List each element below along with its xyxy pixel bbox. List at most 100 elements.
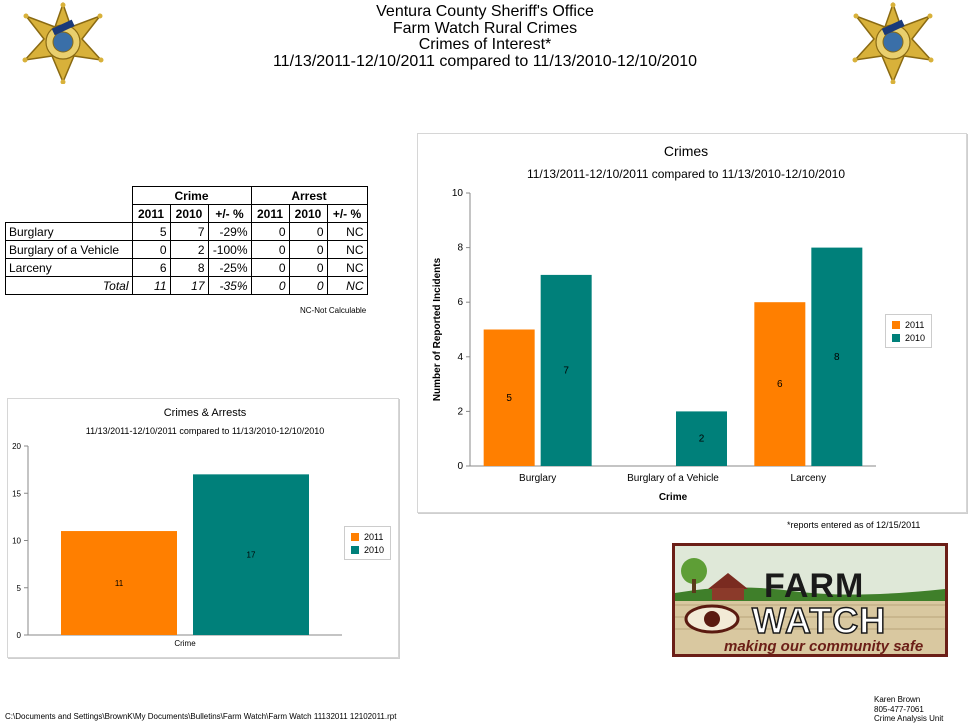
- header-program: Farm Watch Rural Crimes: [392, 19, 578, 37]
- header-date-range: 11/13/2011-12/10/2011 compared to 11/13/…: [272, 52, 698, 70]
- y-tick-label: 0: [457, 461, 463, 472]
- crimes-chart-legend: 2011 2010: [885, 314, 933, 348]
- table-cell: 0: [250, 222, 290, 241]
- x-axis-title: Crime: [174, 639, 196, 648]
- credit-name: Karen Brown: [874, 695, 921, 704]
- y-tick-label: 8: [457, 243, 463, 254]
- y-tick-label: 2: [457, 406, 463, 417]
- legend-swatch: [351, 532, 359, 541]
- crimes-arrests-bar-chart: Crimes & Arrests 11/13/2011-12/10/2011 co…: [12, 407, 342, 648]
- crimes-arrests-chart-legend: 2011 2010: [344, 526, 392, 560]
- logo-watch-text: WATCH: [752, 600, 886, 641]
- header-subject: Crimes of Interest*: [418, 36, 552, 53]
- y-tick-label: 4: [457, 352, 463, 363]
- table-cell: NC: [326, 258, 368, 277]
- table-cell: 2: [169, 240, 209, 259]
- table-column-header: +/- %: [207, 204, 252, 223]
- chart-subtitle: 11/13/2011-12/10/2011 compared to 11/13/…: [86, 426, 325, 436]
- legend-swatch: [892, 333, 900, 342]
- legend-label: 2011: [364, 531, 384, 542]
- bar-data-label: 11: [115, 579, 124, 588]
- header-agency: Ventura County Sheriff's Office: [376, 3, 594, 20]
- legend-label: 2010: [905, 332, 926, 343]
- bar-data-label: 2: [699, 434, 705, 445]
- reports-entered-note: *reports entered as of 12/15/2011: [787, 520, 921, 530]
- logo-tagline: making our community safe: [724, 638, 923, 655]
- table-group-header: Arrest: [250, 186, 368, 205]
- table-cell: 0: [288, 240, 328, 259]
- table-cell: 0: [288, 222, 328, 241]
- chart-title: Crimes: [664, 143, 708, 159]
- legend-label: 2011: [905, 319, 925, 330]
- y-tick-label: 10: [452, 188, 464, 199]
- farm-watch-logo: FARM WATCH making our community safe: [672, 543, 948, 657]
- table-total-row: Total 11 17 -35% 0 0 NC: [5, 276, 368, 295]
- chart-subtitle: 11/13/2011-12/10/2011 compared to 11/13/…: [527, 167, 845, 181]
- table-cell: 0: [131, 240, 171, 259]
- legend-item-2010: 2010: [351, 543, 384, 556]
- crime-arrest-table-wrapper: Crime Arrest 2011 2010 +/- % 2011 2010 +…: [5, 186, 368, 295]
- table-cell: 5: [131, 222, 171, 241]
- legend-item-2010: 2010: [892, 331, 925, 344]
- credit-unit: Crime Analysis Unit: [874, 714, 944, 723]
- y-tick-label: 15: [12, 489, 21, 498]
- table-cell: -35%: [207, 276, 252, 295]
- bar-data-label: 7: [563, 365, 569, 376]
- table-column-header: 2010: [169, 204, 209, 223]
- footer-file-path: C:\Documents and Settings\BrownK\My Docu…: [5, 712, 397, 721]
- bar-2010: [811, 247, 863, 466]
- table-row: Larceny 6 8 -25% 0 0 NC: [5, 258, 368, 277]
- x-category-label: Burglary of a Vehicle: [627, 473, 719, 484]
- x-category-label: Larceny: [791, 473, 827, 484]
- bar-data-label: 8: [834, 352, 840, 363]
- bar-2011: [483, 329, 535, 466]
- bar-2010: [193, 474, 309, 635]
- y-tick-label: 0: [17, 631, 22, 640]
- bar-2010: [540, 274, 592, 466]
- credit-phone: 805-477-7061: [874, 704, 924, 714]
- table-sub-header-row: 2011 2010 +/- % 2011 2010 +/- %: [6, 204, 368, 223]
- table-cell: NC: [326, 222, 368, 241]
- crimes-chart-panel: Crimes 11/13/2011-12/10/2011 compared to …: [417, 133, 967, 513]
- bar-2011: [754, 302, 806, 466]
- crime-arrest-table: Crime Arrest 2011 2010 +/- % 2011 2010 +…: [5, 186, 368, 295]
- legend-item-2011: 2011: [892, 318, 925, 331]
- table-cell: NC: [326, 276, 368, 295]
- legend-swatch: [351, 545, 359, 554]
- table-cell: 0: [288, 276, 328, 295]
- table-cell: -25%: [207, 258, 252, 277]
- table-cell: -29%: [207, 222, 252, 241]
- y-tick-label: 6: [457, 297, 463, 308]
- y-tick-label: 5: [17, 584, 22, 593]
- table-cell: 6: [131, 258, 171, 277]
- report-header: Ventura County Sheriff's Office Farm Wat…: [150, 3, 820, 70]
- legend-swatch: [892, 320, 900, 329]
- nc-footnote: NC-Not Calculable: [300, 306, 367, 315]
- table-cell: 0: [250, 276, 290, 295]
- bar-data-label: 17: [247, 551, 256, 560]
- table-cell: NC: [326, 240, 368, 259]
- table-column-header: 2011: [131, 204, 171, 223]
- table-cell: 0: [250, 258, 290, 277]
- y-tick-label: 10: [12, 537, 21, 546]
- row-label: Burglary of a Vehicle: [5, 240, 133, 259]
- bar-2010: [676, 411, 727, 466]
- table-cell: -100%: [207, 240, 252, 259]
- crimes-arrests-chart-panel: Crimes & Arrests 11/13/2011-12/10/2011 co…: [7, 398, 399, 658]
- table-cell: 0: [250, 240, 290, 259]
- row-label: Burglary: [5, 222, 133, 241]
- row-label: Larceny: [5, 258, 133, 277]
- x-category-label: Burglary: [519, 473, 556, 484]
- chart-title: Crimes & Arrests: [164, 407, 247, 419]
- bar-data-label: 6: [777, 379, 783, 390]
- sheriff-badge-logo-right: [852, 2, 934, 84]
- table-group-header-row: Crime Arrest: [6, 186, 368, 205]
- table-cell: 8: [169, 258, 209, 277]
- footer-credit: Karen Brown 805-477-7061 Crime Analysis …: [874, 695, 943, 724]
- total-label: Total: [5, 276, 133, 295]
- bar-2011: [61, 531, 177, 635]
- logo-farm-text: FARM: [764, 567, 864, 605]
- crimes-bar-chart: Crimes 11/13/2011-12/10/2011 compared to …: [432, 143, 876, 503]
- table-group-header: Crime: [131, 186, 252, 205]
- sheriff-badge-logo-left: [22, 2, 104, 84]
